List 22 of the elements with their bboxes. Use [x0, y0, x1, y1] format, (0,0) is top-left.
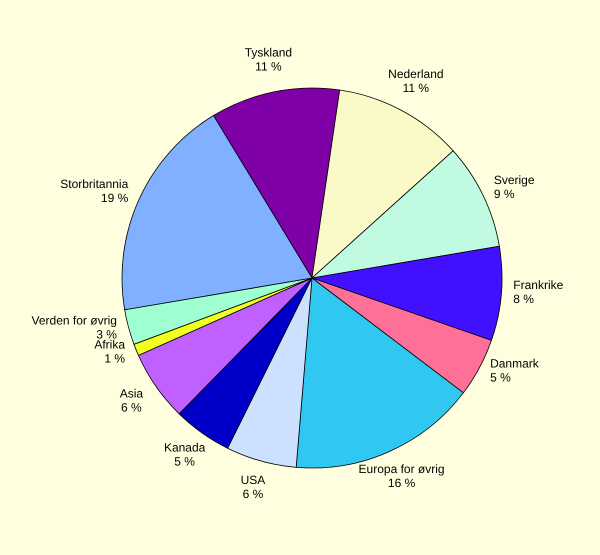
- slice-label: Danmark: [490, 356, 540, 370]
- data-label: 8 %: [513, 292, 534, 306]
- slice-label: Verden for øvrig: [32, 313, 117, 328]
- data-label: 5 %: [174, 454, 196, 468]
- slice-label: Kanada: [164, 440, 206, 454]
- data-label: 16 %: [388, 476, 416, 490]
- data-label: 11 %: [255, 59, 282, 74]
- slice-label: Storbritannia: [60, 176, 129, 191]
- data-label: 1 %: [104, 351, 126, 366]
- slice-label: Frankrike: [513, 278, 564, 292]
- data-label: 6 %: [121, 400, 142, 415]
- data-label: 11 %: [402, 81, 430, 96]
- slice-label: Tyskland: [244, 45, 292, 60]
- slice-label: Sverige: [494, 173, 535, 187]
- slice-label: Europa for øvrig: [358, 462, 445, 476]
- slice-label: Nederland: [388, 67, 444, 82]
- data-label: 19 %: [100, 190, 129, 205]
- data-label: 5 %: [490, 370, 512, 384]
- slice-label: USA: [240, 472, 266, 487]
- slice-label: Asia: [120, 386, 144, 401]
- data-label: 6 %: [242, 486, 264, 501]
- data-label: 9 %: [494, 187, 515, 201]
